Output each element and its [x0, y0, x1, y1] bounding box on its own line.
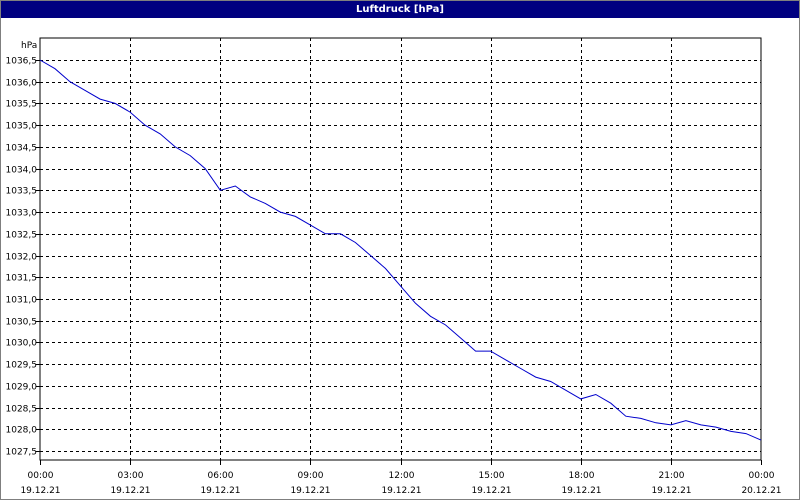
- x-tick-time-label: 00:00: [28, 471, 54, 481]
- grid: [40, 38, 761, 460]
- x-tick-date-label: 19.12.21: [110, 486, 150, 496]
- y-tick-label: 1036,5: [6, 57, 38, 67]
- y-tick-label: 1032,5: [6, 231, 38, 241]
- y-tick-label: 1029,5: [6, 361, 38, 371]
- y-tick-label: 1027,5: [6, 448, 38, 458]
- y-axis: 1027,5 1028,0 1028,5 1029,0 1029,5 1030,0 1030…: [6, 57, 40, 458]
- y-axis-label: hPa: [21, 41, 37, 51]
- x-tick-date-label: 19.12.21: [651, 486, 691, 496]
- x-tick-time-label: 00:00: [749, 471, 775, 481]
- y-tick-label: 1035,5: [6, 100, 38, 110]
- x-tick-date-label: 19.12.21: [200, 486, 240, 496]
- y-tick-label: 1033,5: [6, 187, 38, 197]
- x-tick-time-label: 12:00: [389, 471, 415, 481]
- x-tick-date-label: 19.12.21: [471, 486, 511, 496]
- y-tick-label: 1029,0: [6, 383, 38, 393]
- y-tick-label: 1036,0: [6, 79, 38, 89]
- plot-area: [39, 37, 762, 461]
- pressure-series-line: [39, 59, 762, 441]
- y-tick-label: 1031,0: [6, 296, 38, 306]
- x-tick-time-label: 06:00: [208, 471, 234, 481]
- x-tick-time-label: 09:00: [298, 471, 324, 481]
- x-tick-date-label: 19.12.21: [290, 486, 330, 496]
- chart-title: Luftdruck [hPa]: [1, 1, 799, 18]
- y-tick-label: 1034,0: [6, 166, 38, 176]
- x-tick-time-label: 18:00: [569, 471, 595, 481]
- y-tick-label: 1030,0: [6, 339, 38, 349]
- y-tick-label: 1031,5: [6, 274, 38, 284]
- x-tick-time-label: 21:00: [659, 471, 685, 481]
- y-tick-label: 1035,0: [6, 122, 38, 132]
- x-tick-date-label: 19.12.21: [561, 486, 601, 496]
- y-tick-label: 1032,0: [6, 253, 38, 263]
- x-tick-date-label: 20.12.21: [741, 486, 781, 496]
- y-tick-label: 1033,0: [6, 209, 38, 219]
- y-tick-label: 1030,5: [6, 318, 38, 328]
- y-tick-label: 1028,5: [6, 405, 38, 415]
- y-tick-label: 1034,5: [6, 144, 38, 154]
- x-tick-date-label: 19.12.21: [381, 486, 421, 496]
- x-axis: 00:00 19.12.21 03:00 19.12.21 06:00 19.12.21 0…: [20, 460, 782, 496]
- series-group: [39, 59, 762, 441]
- x-tick-date-label: 19.12.21: [20, 486, 60, 496]
- y-tick-label: 1028,0: [6, 426, 38, 436]
- x-tick-time-label: 03:00: [118, 471, 144, 481]
- x-tick-time-label: 15:00: [479, 471, 505, 481]
